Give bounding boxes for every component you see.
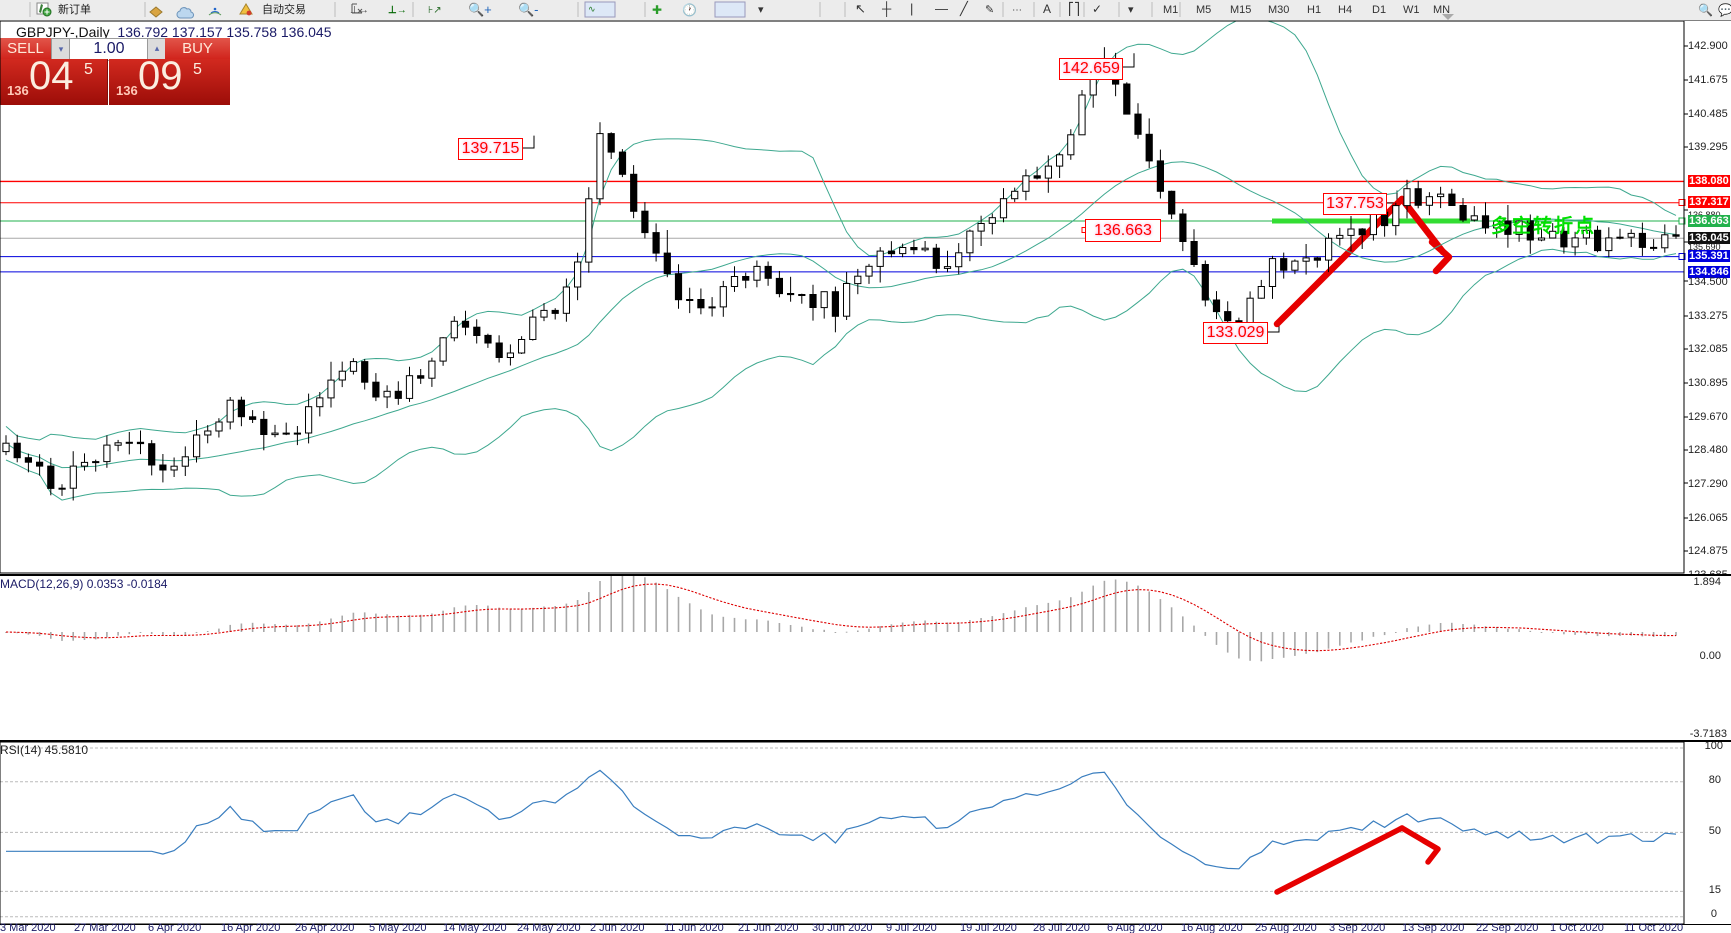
- svg-text:✚: ✚: [652, 3, 662, 17]
- svg-text:🕐: 🕐: [682, 3, 697, 17]
- svg-text:⊥→: ⊥→: [350, 5, 369, 16]
- svg-text:⎡⎤: ⎡⎤: [1068, 1, 1080, 17]
- svg-text:A: A: [1043, 2, 1051, 16]
- svg-text:▾: ▾: [758, 4, 764, 16]
- svg-text:H1: H1: [1307, 4, 1321, 16]
- svg-text:✓: ✓: [1092, 2, 1102, 16]
- svg-text:⊥→: ⊥→: [388, 5, 407, 16]
- svg-text:M30: M30: [1268, 4, 1289, 16]
- svg-text:🔍+: 🔍+: [468, 1, 492, 17]
- svg-text:D1: D1: [1372, 4, 1386, 16]
- svg-text:H4: H4: [1338, 4, 1352, 16]
- svg-text:⋯: ⋯: [1012, 5, 1022, 16]
- svg-text:M15: M15: [1230, 4, 1251, 16]
- svg-text:自动交易: 自动交易: [262, 2, 306, 16]
- svg-text:M5: M5: [1196, 4, 1211, 16]
- svg-text:🔍-: 🔍-: [518, 1, 539, 17]
- svg-text:↖: ↖: [855, 1, 866, 16]
- svg-text:┼: ┼: [881, 1, 892, 17]
- svg-text:💬: 💬: [1718, 3, 1731, 17]
- svg-text:▾: ▾: [1128, 4, 1134, 16]
- svg-text:∿: ∿: [588, 4, 596, 14]
- svg-text:W1: W1: [1403, 4, 1420, 16]
- svg-text:🔍: 🔍: [1698, 2, 1713, 17]
- svg-text:⊦↗: ⊦↗: [428, 5, 442, 16]
- svg-text:╱: ╱: [959, 0, 969, 17]
- svg-text:—: —: [935, 1, 948, 16]
- svg-text:M1: M1: [1163, 4, 1178, 16]
- svg-text:|: |: [910, 1, 913, 16]
- svg-text:✎: ✎: [985, 4, 994, 16]
- svg-text:新订单: 新订单: [58, 2, 91, 16]
